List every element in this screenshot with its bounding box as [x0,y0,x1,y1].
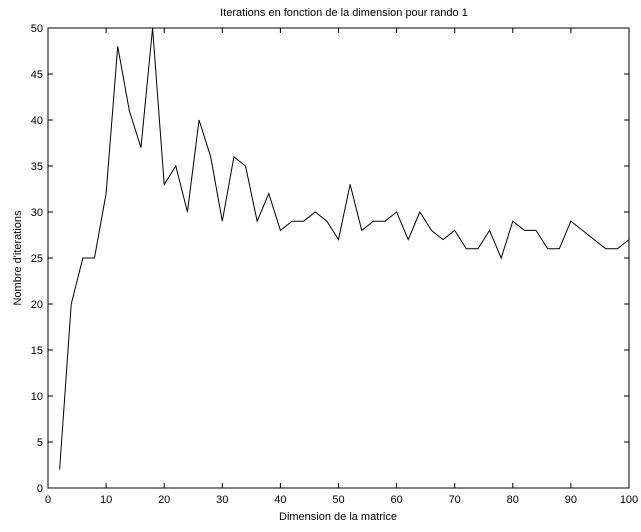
y-tick-label: 35 [31,161,43,173]
x-axis-label: Dimension de la matrice [279,511,397,523]
x-tick-label: 40 [274,494,286,506]
y-tick-label: 20 [31,299,43,311]
x-tick-label: 70 [449,494,461,506]
x-axis-ticks: 0 10 20 30 40 50 60 70 80 90 100 [45,28,638,506]
x-tick-label: 80 [507,494,519,506]
y-tick-label: 5 [37,437,43,449]
x-tick-label: 20 [158,494,170,506]
series-line [59,27,630,470]
y-axis-ticks: 0 5 10 15 20 25 30 35 40 45 50 [31,23,629,495]
chart-title: Iterations en fonction de la dimension p… [220,7,468,19]
y-tick-label: 30 [31,207,43,219]
y-tick-label: 50 [31,23,43,35]
x-tick-label: 10 [100,494,112,506]
plot-area [47,27,630,489]
y-tick-label: 45 [31,69,43,81]
x-tick-label: 100 [620,494,638,506]
y-tick-label: 15 [31,345,43,357]
x-tick-label: 0 [45,494,51,506]
y-tick-label: 25 [31,253,43,265]
series-layer [59,27,630,470]
y-tick-label: 40 [31,115,43,127]
y-tick-label: 10 [31,391,43,403]
x-tick-label: 90 [565,494,577,506]
x-tick-label: 60 [390,494,402,506]
y-tick-label: 0 [37,483,43,495]
x-tick-label: 30 [216,494,228,506]
y-axis-label: Nombre d'iterations [12,210,24,306]
x-tick-label: 50 [332,494,344,506]
